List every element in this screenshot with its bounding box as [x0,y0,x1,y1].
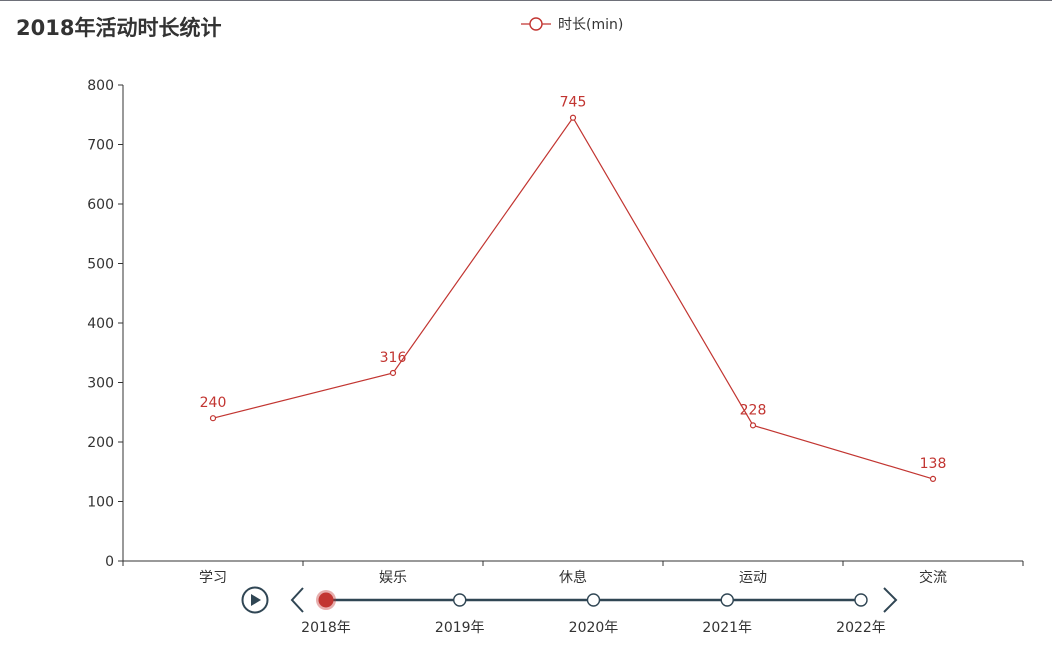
data-label: 138 [920,456,947,472]
legend-symbol-icon [529,17,543,31]
timeline[interactable]: 2018年 2019年 2020年 2021年 2022年 [241,586,898,637]
timeline-year-label[interactable]: 2018年 [301,620,351,636]
series-line: 240 316 745 228 138 [200,95,947,482]
data-point[interactable] [389,369,397,377]
timeline-current-dot[interactable] [318,592,334,608]
play-button[interactable] [241,586,269,614]
x-axis: 学习 娱乐 休息 运动 交流 [122,560,1024,586]
x-tick-label: 学习 [199,570,227,586]
data-point[interactable] [569,114,577,121]
timeline-year-label[interactable]: 2020年 [569,620,619,636]
y-tick-label: 500 [87,257,114,273]
y-tick-label: 800 [87,78,114,94]
x-tick-label: 娱乐 [379,570,407,586]
timeline-dot[interactable] [854,593,868,607]
data-label: 228 [740,402,767,418]
timeline-year-label[interactable]: 2019年 [435,620,485,636]
data-point[interactable] [929,475,937,482]
data-point[interactable] [209,415,217,422]
timeline-year-label[interactable]: 2021年 [702,620,752,636]
timeline-dot[interactable] [586,593,601,607]
x-tick-label: 交流 [919,569,947,586]
prev-chevron-icon[interactable] [290,587,304,613]
y-tick-label: 200 [87,435,114,451]
y-tick-label: 100 [87,495,114,511]
x-tick-label: 休息 [559,569,587,586]
chart-title: 2018年活动时长统计 [16,16,222,40]
data-point[interactable] [749,422,757,429]
y-tick-label: 400 [87,316,114,332]
y-tick-label: 700 [87,138,114,154]
y-axis: 0 100 200 300 400 500 600 700 800 [87,78,124,570]
data-label: 240 [200,395,227,411]
y-tick-label: 300 [87,376,114,392]
legend-label: 时长(min) [558,17,623,33]
timeline-year-label[interactable]: 2022年 [836,620,886,636]
timeline-dot[interactable] [453,593,467,607]
y-tick-label: 0 [105,554,114,570]
y-tick-label: 600 [87,197,114,213]
top-border [0,0,1052,1]
timeline-dot[interactable] [720,593,734,607]
play-circle-icon [241,586,269,614]
legend[interactable]: 时长(min) [521,17,623,33]
series-path [212,116,934,480]
next-chevron-icon[interactable] [883,587,898,613]
play-icon [251,594,261,606]
data-label: 745 [560,95,587,111]
x-tick-label: 运动 [739,570,767,586]
data-label: 316 [380,350,407,366]
